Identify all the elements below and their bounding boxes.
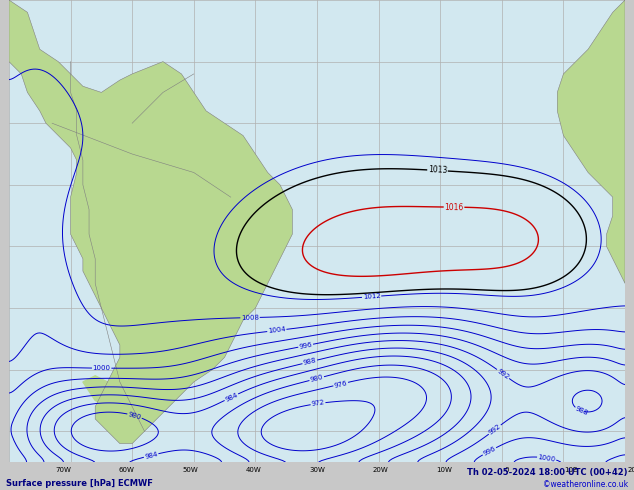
Text: 1000: 1000: [538, 454, 556, 463]
Text: 1000: 1000: [93, 365, 111, 371]
Text: 984: 984: [224, 392, 238, 403]
Text: 988: 988: [574, 406, 589, 416]
Text: 10W: 10W: [436, 467, 452, 473]
Text: 1008: 1008: [241, 315, 259, 321]
Text: 980: 980: [309, 374, 324, 383]
Text: 70W: 70W: [55, 467, 72, 473]
Text: 992: 992: [488, 423, 502, 436]
Text: 30W: 30W: [309, 467, 325, 473]
Text: Surface pressure [hPa] ECMWF: Surface pressure [hPa] ECMWF: [6, 479, 153, 488]
Text: 1016: 1016: [444, 202, 463, 212]
Text: 0: 0: [505, 467, 510, 473]
Polygon shape: [135, 376, 148, 385]
Text: 1013: 1013: [428, 166, 448, 175]
Text: Th 02-05-2024 18:00 UTC (00+42): Th 02-05-2024 18:00 UTC (00+42): [467, 468, 628, 477]
Text: 984: 984: [144, 451, 158, 460]
Text: 996: 996: [299, 342, 313, 350]
Polygon shape: [83, 376, 120, 407]
Polygon shape: [557, 0, 625, 283]
Text: 20W: 20W: [373, 467, 388, 473]
Polygon shape: [9, 0, 292, 443]
Text: 10E: 10E: [564, 467, 578, 473]
Text: 40W: 40W: [246, 467, 261, 473]
Text: 976: 976: [333, 380, 348, 389]
Text: 60W: 60W: [119, 467, 135, 473]
Text: 1012: 1012: [363, 293, 381, 300]
Text: 1004: 1004: [268, 326, 286, 335]
Text: 988: 988: [302, 357, 317, 367]
Text: 20E: 20E: [628, 467, 634, 473]
Text: 996: 996: [482, 445, 497, 457]
Text: 992: 992: [496, 368, 510, 380]
Text: 980: 980: [127, 411, 142, 420]
Text: ©weatheronline.co.uk: ©weatheronline.co.uk: [543, 481, 628, 490]
Text: 50W: 50W: [183, 467, 198, 473]
Text: 972: 972: [311, 400, 325, 408]
